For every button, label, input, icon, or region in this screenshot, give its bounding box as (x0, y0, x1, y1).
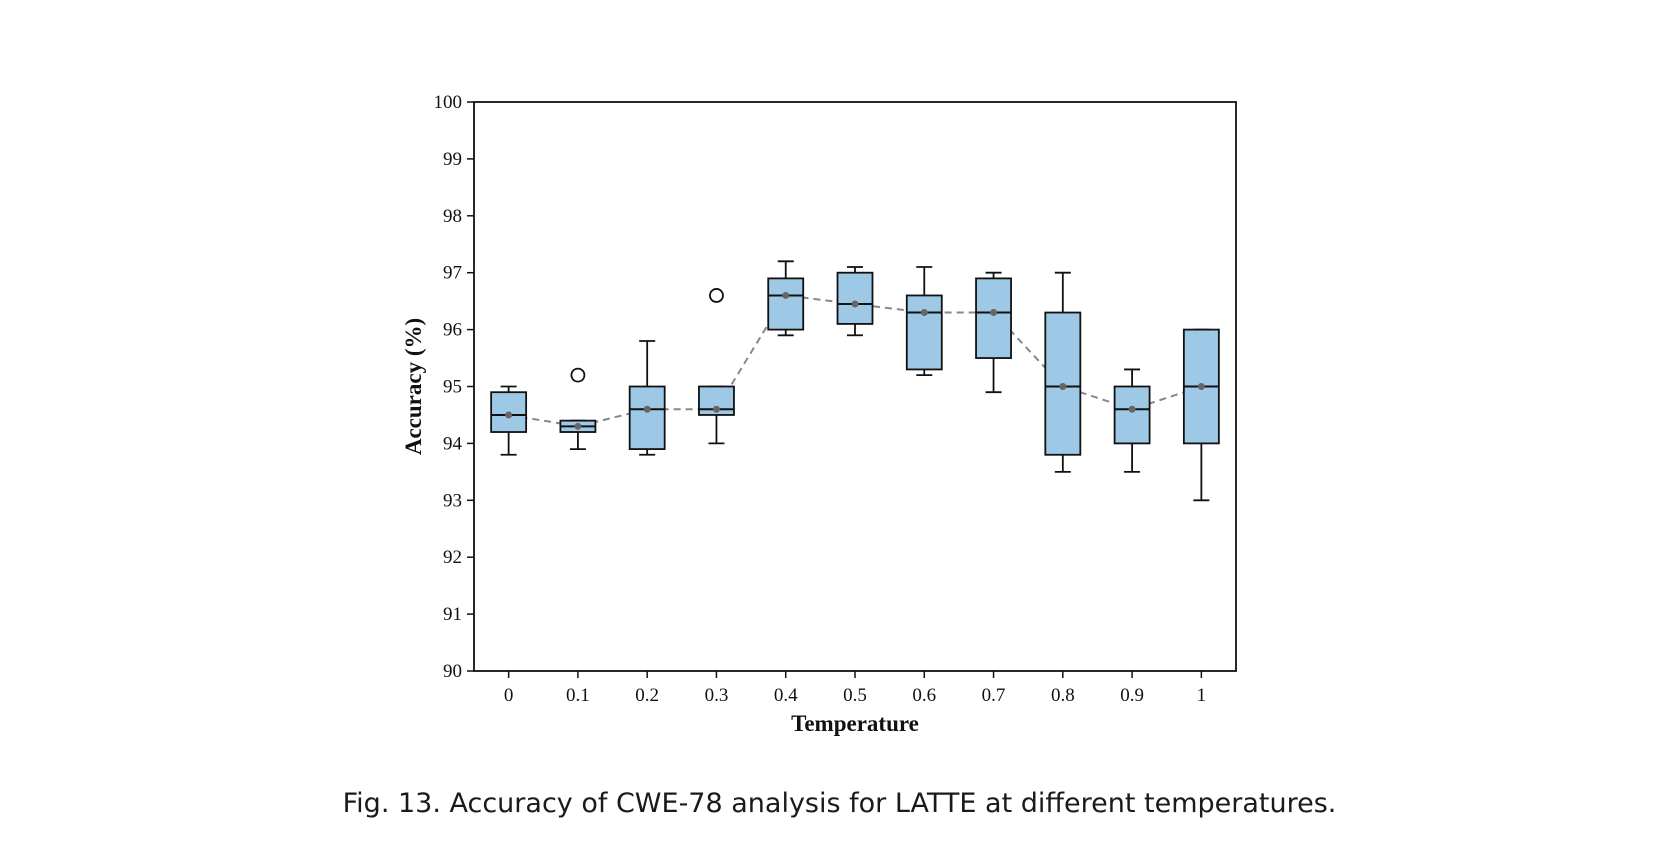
mean-point (1128, 405, 1136, 413)
x-tick-label: 0 (504, 685, 514, 706)
mean-point (851, 300, 859, 308)
y-tick-label: 95 (443, 377, 462, 398)
box-0 (490, 385, 528, 456)
x-tick-label: 0.6 (912, 685, 936, 706)
box-0.2 (628, 340, 666, 456)
outlier-point (570, 367, 586, 383)
mean-markers (505, 291, 1205, 430)
y-tick-label: 91 (443, 604, 462, 625)
y-tick-label: 92 (443, 547, 462, 568)
y-tick-label: 99 (443, 149, 462, 170)
y-tick-label: 94 (443, 433, 463, 454)
box-0.5 (836, 266, 874, 337)
box-0.3 (698, 288, 735, 445)
y-tick-label: 100 (434, 92, 463, 113)
boxes (490, 260, 1220, 502)
mean-point (1197, 383, 1205, 390)
y-tick-label: 90 (443, 661, 462, 682)
x-tick-label: 1 (1197, 685, 1207, 706)
x-tick-label: 0.1 (566, 685, 590, 706)
x-tick-label: 0.7 (982, 685, 1006, 706)
box-iqr (767, 277, 805, 331)
mean-point (990, 309, 998, 317)
y-tick-label: 97 (443, 263, 462, 284)
y-axis-title: Accuracy (%) (401, 318, 426, 455)
y-tick-label: 93 (443, 490, 462, 511)
axes: 90 91 92 93 94 95 96 97 98 99 100 0 0.1 0.2 0.3 0.4 0.5 0… (434, 92, 1237, 706)
box-iqr (905, 294, 943, 371)
box-1 (1182, 328, 1220, 502)
x-tick-label: 0.5 (843, 685, 867, 706)
box-iqr (628, 385, 666, 450)
box-iqr (836, 271, 874, 325)
mean-point (782, 291, 790, 299)
mean-point (574, 422, 582, 430)
figure-caption: Fig. 13. Accuracy of CWE-78 analysis for… (342, 788, 1337, 819)
box-0.9 (1113, 368, 1151, 473)
x-tick-label: 0.2 (635, 685, 659, 706)
y-tick-label: 98 (443, 206, 462, 227)
y-tick-label: 96 (443, 320, 462, 341)
mean-point (643, 405, 651, 413)
x-tick-label: 0.3 (705, 685, 729, 706)
mean-point (712, 405, 720, 413)
box-0.1 (559, 367, 597, 450)
box-iqr (975, 277, 1012, 359)
mean-point (505, 411, 513, 419)
box-iqr (1113, 385, 1151, 445)
x-axis-title: Temperature (791, 711, 919, 736)
x-tick-label: 0.8 (1051, 685, 1075, 706)
x-tick-label: 0.4 (774, 685, 798, 706)
mean-point (1059, 383, 1067, 390)
box-0.6 (905, 266, 943, 377)
box-0.7 (975, 271, 1012, 394)
box-0.8 (1044, 271, 1082, 473)
x-tick-label: 0.9 (1120, 685, 1144, 706)
mean-point (920, 309, 928, 317)
outlier-point (709, 288, 724, 303)
